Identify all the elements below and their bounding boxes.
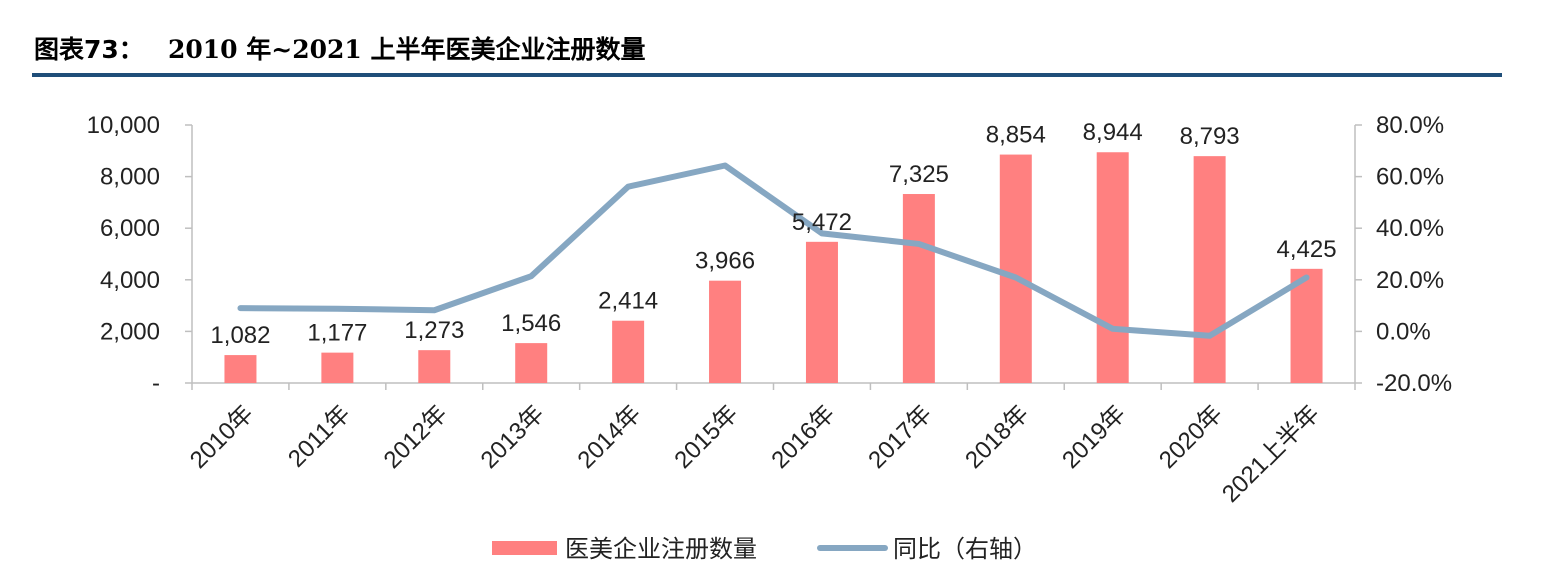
bar (321, 352, 354, 383)
title-divider (32, 73, 1502, 77)
x-tick-labels: 2010年 2011年 2012年 2013年 2014年 2015年 2016年 2017年… (185, 400, 1325, 508)
bar-value-label: 8,944 (1083, 119, 1143, 146)
bar (902, 194, 935, 383)
left-tick-label: 8,000 (100, 164, 160, 191)
bar (418, 350, 451, 383)
line-series (237, 162, 1310, 339)
bar (709, 280, 742, 383)
right-tick-label: 40.0% (1376, 215, 1444, 242)
bar (224, 355, 257, 383)
bar-value-label: 8,854 (986, 122, 1046, 149)
bar-value-label: 2,414 (598, 288, 658, 315)
left-tick-label: 4,000 (100, 267, 160, 294)
bar-value-label: 1,177 (307, 320, 367, 347)
left-tick-label: 2,000 (100, 318, 160, 345)
chart-legend: 医美企业注册数量 同比（右轴） (492, 535, 1037, 563)
legend-line-label: 同比（右轴） (893, 535, 1037, 563)
chart-title: 2010 年~2021 上半年医美企业注册数量 (168, 35, 646, 64)
data-labels: 1,082 1,177 1,273 1,546 2,414 3,966 5,472 7,325… (210, 119, 1336, 349)
right-tick-label: 0.0% (1376, 318, 1431, 345)
chart-title-prefix: 图表73： (34, 35, 144, 64)
right-tick-label: 20.0% (1376, 267, 1444, 294)
x-tick-label: 2017年 (863, 400, 937, 474)
legend-bar-swatch (492, 541, 557, 555)
bar (1193, 156, 1226, 383)
legend-bar-label: 医美企业注册数量 (565, 535, 757, 563)
left-tick-label: 10,000 (87, 112, 160, 139)
bar-value-label: 1,273 (404, 317, 464, 344)
bar (1290, 268, 1323, 383)
bar (515, 343, 548, 383)
bar (999, 154, 1032, 383)
bar-value-label: 1,546 (501, 310, 561, 337)
left-tick-label: - (152, 370, 160, 397)
bar-series (224, 152, 1323, 383)
bar-value-label: 1,082 (210, 322, 270, 349)
x-tick-label: 2016年 (766, 400, 840, 474)
right-tick-label: 60.0% (1376, 164, 1444, 191)
x-tick-label: 2012年 (379, 400, 453, 474)
bar-value-label: 4,425 (1277, 236, 1337, 263)
chart-axes (185, 124, 1362, 390)
bar-value-label: 3,966 (695, 248, 755, 275)
y-tick-labels: - 2,000 4,000 6,000 8,000 10,000 -20.0% 0.0% 20.… (87, 112, 1452, 397)
bar (612, 320, 645, 383)
bar-value-label: 5,472 (792, 209, 852, 236)
right-tick-label: -20.0% (1376, 370, 1452, 397)
x-tick-label: 2021上半年 (1217, 400, 1325, 508)
x-tick-label: 2010年 (185, 400, 259, 474)
bar-value-label: 7,325 (889, 161, 949, 188)
x-tick-label: 2011年 (283, 400, 356, 473)
x-tick-label: 2014年 (573, 400, 647, 474)
yoy-line (237, 162, 1310, 339)
x-tick-label: 2013年 (476, 400, 550, 474)
bar (1096, 152, 1129, 383)
x-tick-label: 2015年 (669, 400, 743, 474)
x-tick-label: 2019年 (1057, 400, 1131, 474)
bar (805, 241, 838, 383)
x-tick-label: 2018年 (960, 400, 1034, 474)
right-tick-label: 80.0% (1376, 112, 1444, 139)
left-tick-label: 6,000 (100, 215, 160, 242)
x-tick-label: 2020年 (1154, 400, 1228, 474)
bar-value-label: 8,793 (1180, 123, 1240, 150)
